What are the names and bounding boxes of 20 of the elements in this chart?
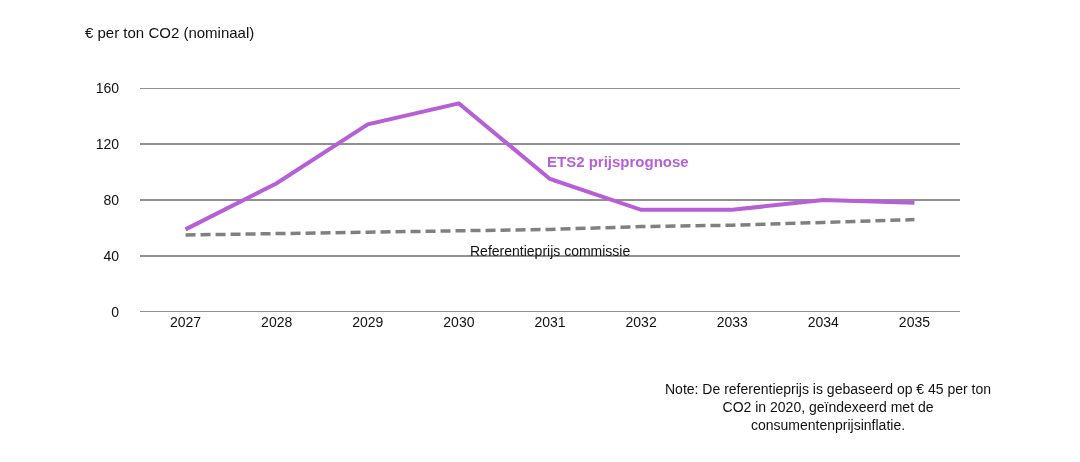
series-label: Referentieprijs commissie: [470, 243, 631, 259]
x-tick-label: 2033: [716, 314, 748, 330]
x-tick-label: 2027: [169, 314, 202, 330]
x-tick-label: 2030: [443, 314, 475, 330]
line-series: [183, 101, 917, 232]
x-tick-label: 2034: [807, 314, 840, 330]
series-label: ETS2 prijsprognose: [547, 153, 689, 170]
y-tick-label: 80: [103, 191, 120, 208]
y-tick-label: 0: [111, 303, 120, 320]
line-series: [183, 217, 917, 237]
x-tick-label: 2031: [534, 314, 566, 330]
text: Note: De referentieprijs is gebaseerd op € 45 per ton CO2 in 2020, geïndexeerd met de consumentenprijsinflatie.: [665, 381, 992, 434]
x-tick-label: 2035: [898, 314, 931, 330]
x-tick-label: 2028: [261, 314, 293, 330]
y-axis-title: € per ton CO2 (nominaal): [85, 24, 255, 41]
y-tick-label: 160: [95, 79, 120, 96]
x-tick-label: 2029: [352, 314, 384, 330]
y-tick-label: 120: [95, 135, 120, 152]
x-tick-label: 2032: [625, 314, 657, 330]
y-tick-label: 40: [103, 247, 120, 264]
